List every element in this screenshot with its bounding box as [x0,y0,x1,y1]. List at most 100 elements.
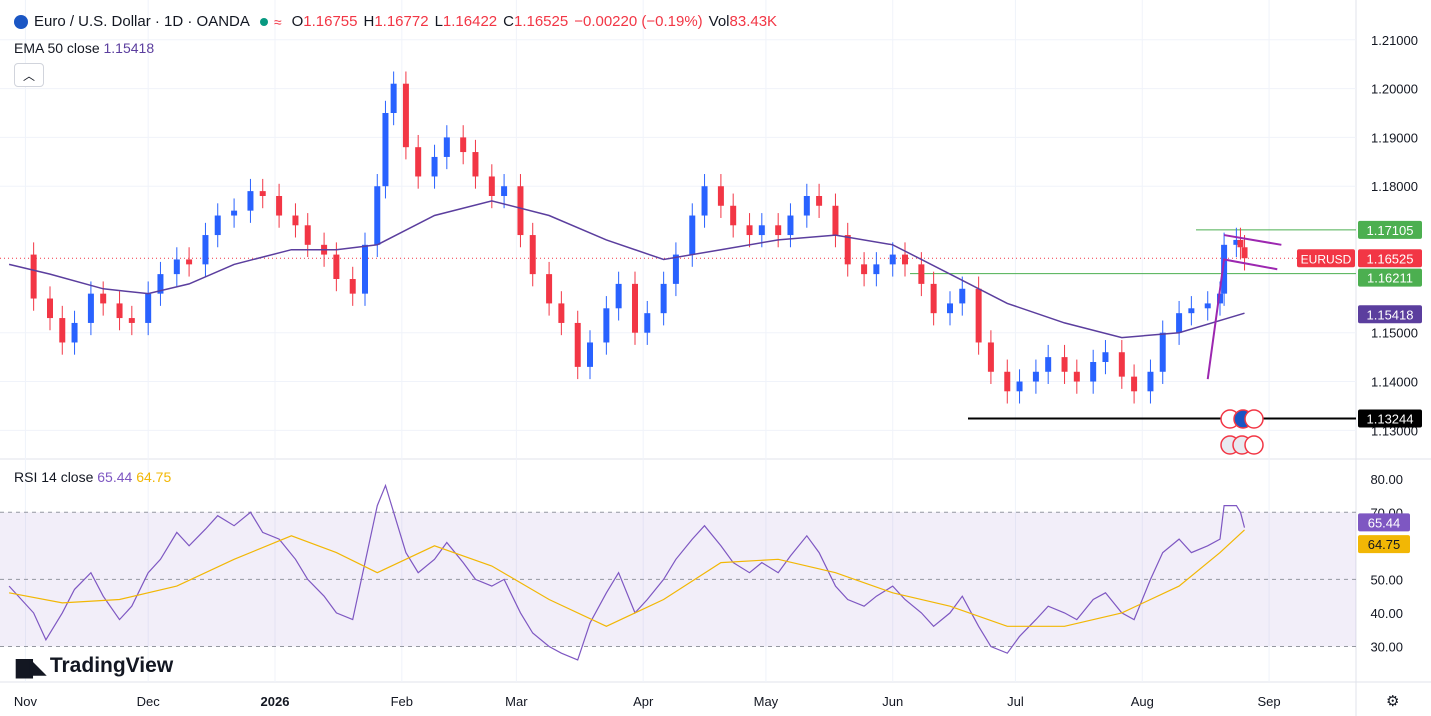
candle-body [844,235,851,265]
candle-body [775,225,782,236]
level-tag-mid: 1.16211 [1367,271,1413,286]
candle-body [947,303,953,314]
candle-body [632,283,638,333]
volume-value: 83.43K [729,13,778,30]
rsi-tag-bg [1358,513,1410,532]
time-tick-label: Jul [1007,694,1024,709]
candle-body [333,254,340,279]
candle-body [1118,352,1125,377]
candle-body [1147,371,1154,392]
ema-legend[interactable]: EMA 50 close 1.15418 [14,40,154,56]
rsi-legend[interactable]: RSI 14 close 65.44 64.75 [14,469,171,485]
candle-body [390,83,397,113]
candle-body [1016,381,1023,392]
candle-body [832,205,839,236]
candle-body [59,318,66,343]
candle-body [276,196,283,216]
symbol-title[interactable]: Euro / U.S. Dollar · 1D · OANDA [34,13,250,30]
candle-body [47,298,53,319]
last-price-tag-bg [1358,249,1422,268]
candle-body [1131,376,1138,392]
time-axis[interactable]: Nov Dec 2026 Feb Mar Apr May Jun Jul Aug Sep [14,694,1281,709]
price-tick-label: 1.19000 [1371,130,1418,145]
level-tag-top: 1.17105 [1367,223,1414,238]
flag-pattern [1206,234,1282,380]
candle-body [501,186,508,196]
candle-body [202,235,209,265]
candle-body [717,186,724,206]
candle-body [1188,308,1195,314]
candle-body [930,283,937,314]
tv-logo-icon: ▆◣ [16,653,47,678]
candle-body [1233,239,1240,245]
candle-body [873,264,880,275]
candle-body [374,186,381,245]
candle-body [431,156,438,177]
price-tick-label: 1.21000 [1371,33,1418,48]
candle-body [615,283,622,309]
candle-body [574,322,581,367]
price-tick-label: 1.15000 [1371,326,1418,341]
candle-body [1241,247,1248,259]
candles [30,71,1248,404]
candle-body [472,152,479,177]
candle-body [1237,239,1244,248]
rsi-tick-label: 50.00 [1370,572,1403,587]
volume-label: Vol [708,13,730,30]
candle-body [1090,362,1097,382]
rsi-ma-tag-bg [1358,535,1410,554]
candle-body [644,313,651,333]
candle-body [959,288,966,304]
symbol-tag-bg [1297,249,1355,268]
candle-body [157,274,164,294]
rsi-ma-line [8,529,1245,627]
candle-body [488,176,495,196]
time-tick-label: Jun [882,694,903,709]
price-tick-label: 1.20000 [1371,82,1418,97]
price-tick-label: 1.18000 [1371,179,1418,194]
rsi-tag: 65.44 [1368,515,1401,530]
ema-tag: 1.15418 [1367,307,1414,322]
flag-top [1223,234,1282,246]
candle-body [730,205,737,226]
rsi-band [0,511,1356,647]
candle-body [546,274,553,304]
candle-body [987,342,994,372]
flag-pole [1206,258,1278,380]
candle-body [701,186,708,216]
collapse-button[interactable]: ︿ [14,63,44,87]
time-tick-label: Apr [633,694,654,709]
rsi-ma-tag: 64.75 [1368,537,1401,552]
candle-body [30,254,37,299]
open-label: O [291,13,304,30]
candle-body [1176,313,1183,333]
candle-body [1045,357,1052,372]
level-tag-bottom: 1.13244 [1367,411,1414,426]
candle-body [746,225,753,236]
settings-gear-icon[interactable]: ⚙ [1386,693,1400,710]
high-label: H [363,13,375,30]
rsi-tick-label: 30.00 [1370,639,1403,654]
last-price-tag: 1.16525 [1367,251,1414,266]
candle-body [460,137,467,153]
candle-body [1221,244,1228,294]
candle-body [603,308,610,343]
candle-body [443,137,450,157]
price-tick-label: 1.14000 [1371,375,1418,390]
rsi-ma-value: 64.75 [136,469,172,485]
level-tag-mid-bg [1358,268,1422,287]
candle-body [1004,371,1011,392]
candle-body [787,215,794,236]
price-tags: 1.17105 1.16525 1.16211 1.15418 1.13244 EURUS… [1297,220,1422,554]
candle-body [1073,371,1080,382]
candle-body [247,191,254,211]
candle-body [415,147,422,177]
tradingview-logo[interactable]: ▆◣ TradingView [16,653,173,679]
event-flag-icon [1244,435,1264,455]
candle-body [116,303,123,319]
ema-line [8,200,1245,339]
economic-events[interactable] [1220,409,1264,455]
rsi-lines [8,483,1246,661]
